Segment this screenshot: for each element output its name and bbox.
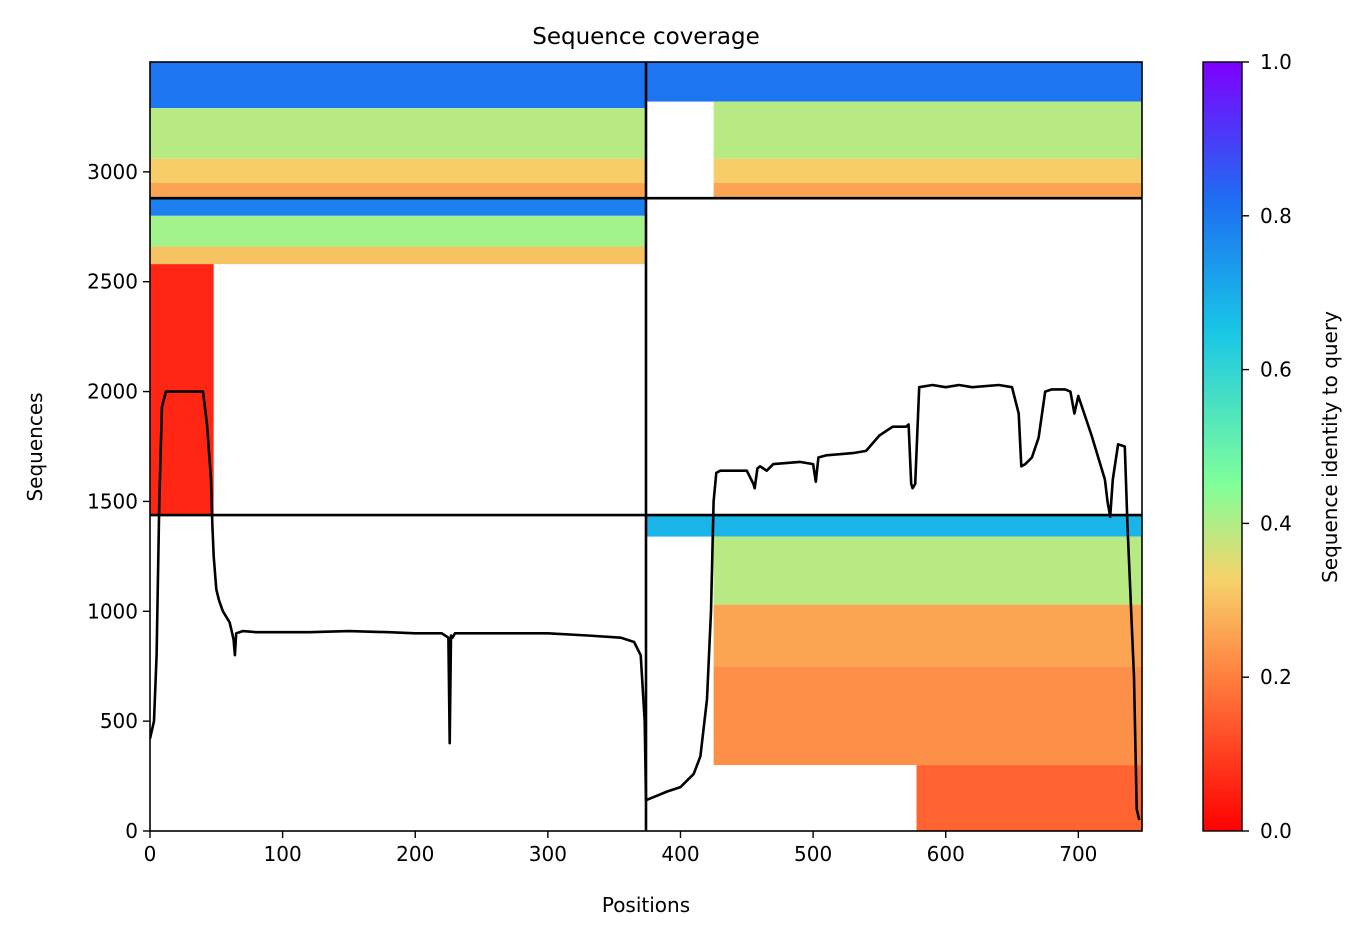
colorbar-tick-label: 0.0 <box>1260 819 1292 843</box>
x-tick-label: 100 <box>264 842 302 866</box>
coverage-band-3-1 <box>713 536 1142 605</box>
colorbar-tick-label: 1.0 <box>1260 50 1292 74</box>
y-tick-label: 0 <box>125 819 138 843</box>
colorbar-ticks: 0.0 0.2 0.4 0.6 0.8 1.0 <box>1242 50 1292 843</box>
colorbar-tick-label: 0.6 <box>1260 358 1292 382</box>
colorbar-tick-label: 0.8 <box>1260 204 1292 228</box>
coverage-band-3-4 <box>916 765 1142 831</box>
colorbar-tick-label: 0.2 <box>1260 665 1292 689</box>
x-tick-label: 200 <box>396 842 434 866</box>
y-axis-ticks: 0 500 1000 1500 2000 2500 3000 <box>87 160 150 843</box>
colorbar <box>1202 61 1243 832</box>
coverage-band-2-0 <box>150 198 646 216</box>
y-tick-label: 2500 <box>87 270 138 294</box>
y-axis-label: Sequences <box>23 392 47 501</box>
x-tick-label: 500 <box>794 842 832 866</box>
coverage-band-0-1 <box>150 108 646 159</box>
coverage-band-1-0 <box>646 62 1142 102</box>
coverage-band-3-3 <box>713 666 1142 766</box>
y-tick-label: 2000 <box>87 380 138 404</box>
x-tick-label: 400 <box>661 842 699 866</box>
coverage-band-1-2 <box>713 158 1142 183</box>
coverage-band-3-0 <box>646 515 1142 537</box>
coverage-heatmap <box>150 62 1142 831</box>
coverage-band-0-0 <box>150 62 646 109</box>
coverage-band-0-3 <box>150 182 646 199</box>
colorbar-label: Sequence identity to query <box>1318 311 1342 583</box>
coverage-band-1-3 <box>713 182 1142 199</box>
coverage-band-0-2 <box>150 158 646 183</box>
coverage-band-2-2 <box>150 246 646 265</box>
coverage-band-1-1 <box>713 101 1142 159</box>
y-tick-label: 1500 <box>87 489 138 513</box>
x-axis-label: Positions <box>602 893 690 917</box>
x-tick-label: 700 <box>1059 842 1097 866</box>
separator-lines <box>150 62 1142 831</box>
x-tick-label: 300 <box>529 842 567 866</box>
coverage-line <box>150 383 1141 821</box>
y-tick-label: 1000 <box>87 599 138 623</box>
coverage-band-2-1 <box>150 215 646 247</box>
plot-frame <box>149 61 1143 832</box>
y-tick-label: 3000 <box>87 160 138 184</box>
x-tick-label: 600 <box>927 842 965 866</box>
chart-title: Sequence coverage <box>532 24 760 50</box>
coverage-band-3-2 <box>713 604 1142 667</box>
colorbar-tick-label: 0.4 <box>1260 511 1292 535</box>
x-axis-ticks: 0 100 200 300 400 500 600 700 <box>144 831 1097 866</box>
y-tick-label: 500 <box>100 709 138 733</box>
x-tick-label: 0 <box>144 842 157 866</box>
